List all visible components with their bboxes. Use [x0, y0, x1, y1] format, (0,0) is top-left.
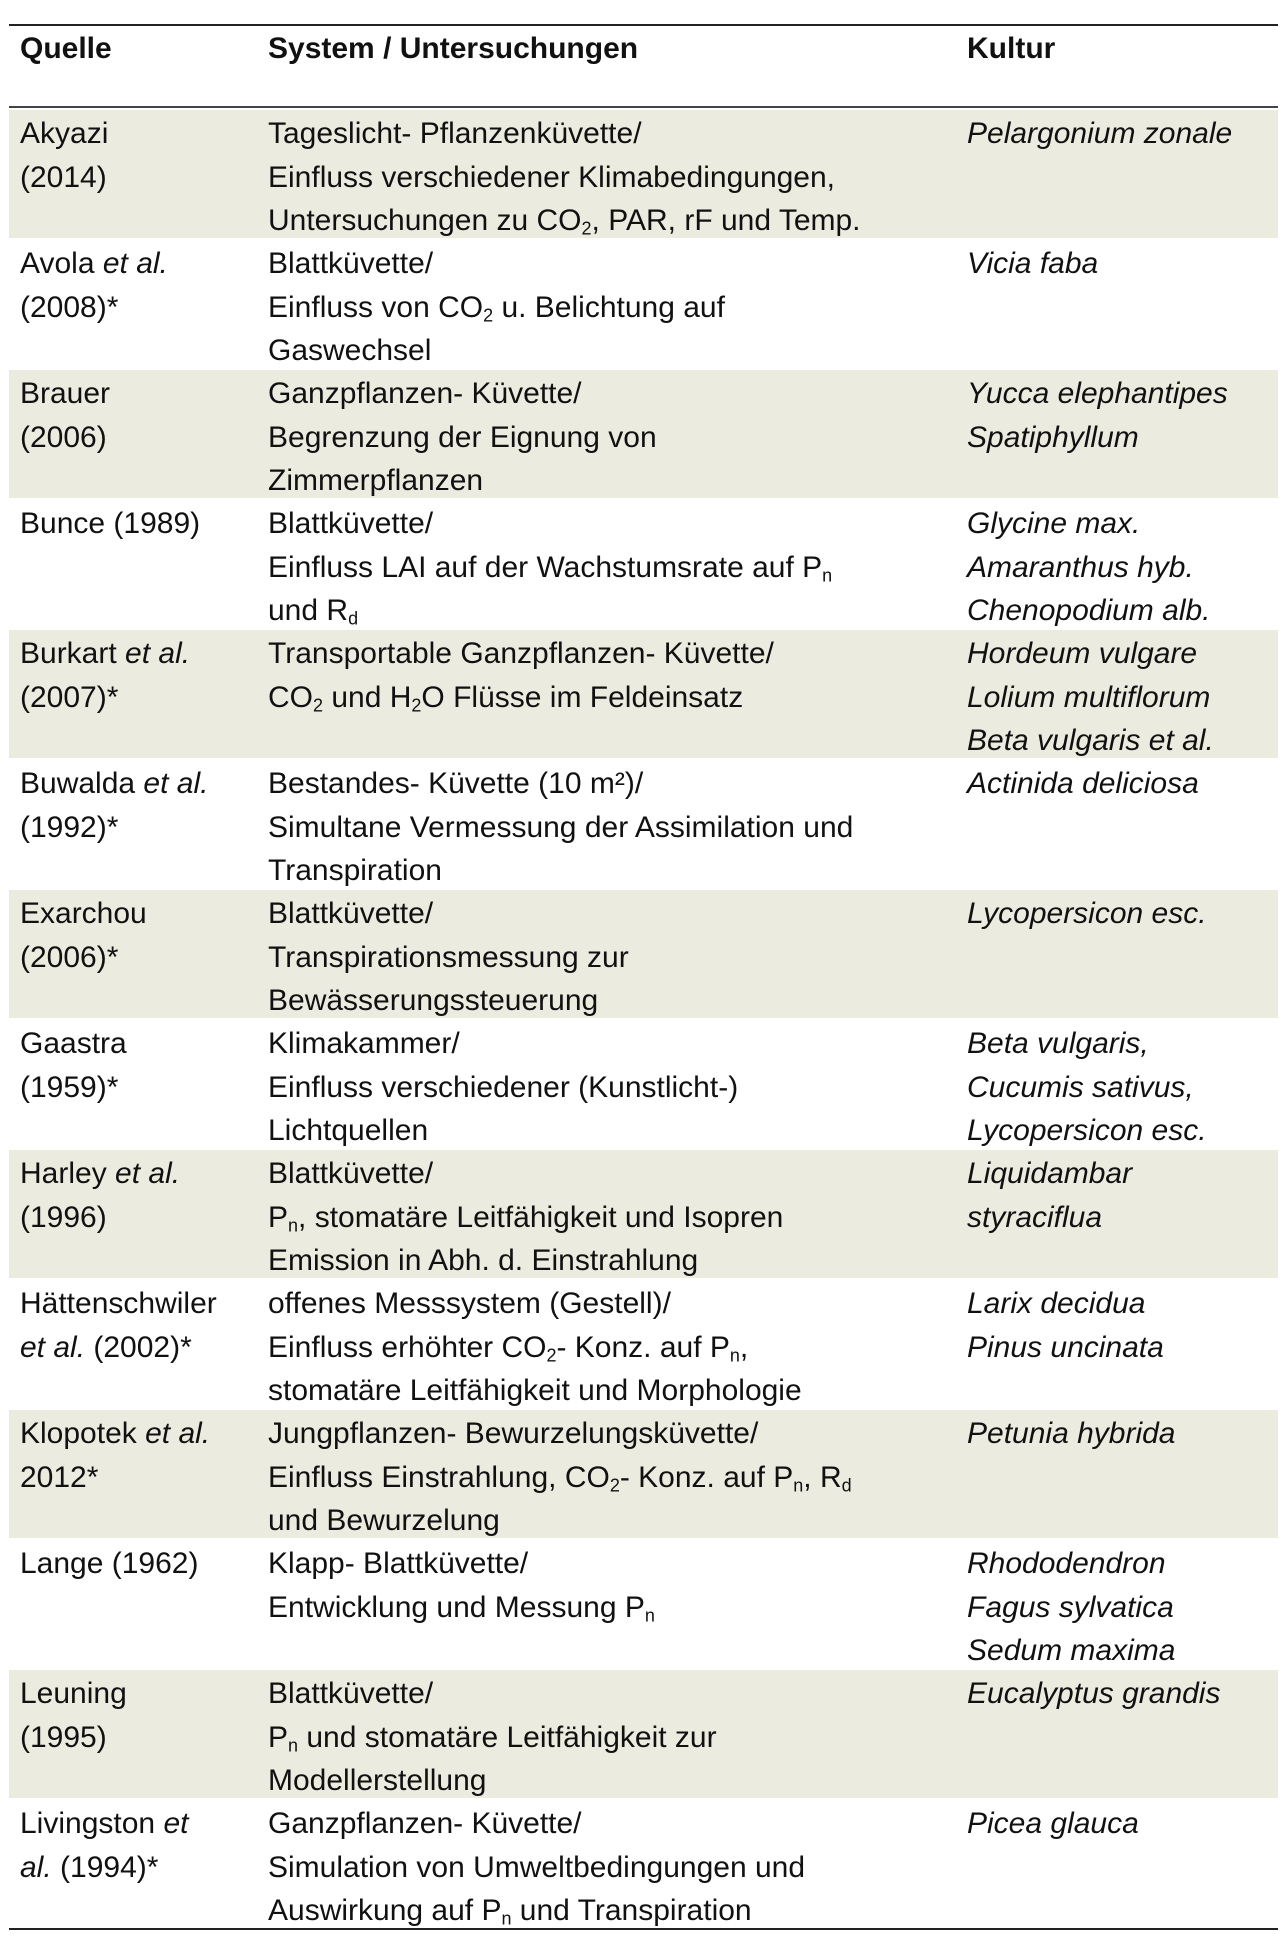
- table-row: Livingston et al. (1994)* Ganzpflanzen- …: [9, 1798, 1278, 1928]
- system-cell: Tageslicht- Pflanzenküvette/ Einfluss ve…: [268, 117, 861, 239]
- source-cell: Exarchou (2006)*: [20, 897, 147, 974]
- header-system: System / Untersuchungen: [268, 32, 639, 65]
- crop-cell: Lycopersicon esc.: [967, 897, 1207, 930]
- source-cell: Klopotek et al. 2012*: [20, 1417, 211, 1494]
- table-row: Avola et al. (2008)* Blattküvette/ Einfl…: [9, 238, 1278, 368]
- literature-table: Quelle System / Untersuchungen Kultur Ak…: [9, 24, 1278, 1930]
- table-row: Hättenschwiler et al. (2002)* offenes Me…: [9, 1278, 1278, 1408]
- system-cell: Ganzpflanzen- Küvette/ Begrenzung der Ei…: [268, 377, 657, 497]
- table-row: Harley et al. (1996) Blattküvette/ Pn, s…: [9, 1148, 1278, 1278]
- source-cell: Harley et al. (1996): [20, 1157, 181, 1234]
- table-bottom-rule: [9, 1928, 1278, 1930]
- table-top-rule: [9, 24, 1278, 26]
- table-row: Exarchou (2006)* Blattküvette/ Transpira…: [9, 888, 1278, 1018]
- table-row: Akyazi (2014) Tageslicht- Pflanzenküvett…: [9, 108, 1278, 238]
- header-crop: Kultur: [967, 32, 1056, 65]
- system-cell: Blattküvette/ Einfluss von CO2 u. Belich…: [268, 247, 725, 367]
- system-cell: Blattküvette/ Einfluss LAI auf der Wachs…: [268, 507, 833, 629]
- crop-cell: Yucca elephantipes Spatiphyllum: [967, 377, 1228, 454]
- source-cell: Bunce (1989): [20, 507, 201, 540]
- system-cell: Blattküvette/ Transpirationsmessung zur …: [268, 897, 629, 1017]
- table-row: Buwalda et al. (1992)* Bestandes- Küvett…: [9, 758, 1278, 888]
- crop-cell: Vicia faba: [967, 247, 1099, 280]
- crop-cell: Actinida deliciosa: [967, 767, 1199, 800]
- source-cell: Lange (1962): [20, 1547, 199, 1580]
- header-source: Quelle: [20, 32, 112, 65]
- table-row: Leuning (1995) Blattküvette/ Pn und stom…: [9, 1668, 1278, 1798]
- system-cell: Ganzpflanzen- Küvette/ Simulation von Um…: [268, 1807, 806, 1929]
- crop-cell: Liquidambar styraciflua: [967, 1157, 1133, 1234]
- table-row: Gaastra (1959)* Klimakammer/ Einfluss ve…: [9, 1018, 1278, 1148]
- system-cell: Jungpflanzen- Bewurzelungsküvette/ Einfl…: [268, 1417, 852, 1537]
- source-cell: Brauer (2006): [20, 377, 111, 454]
- source-cell: Akyazi (2014): [20, 117, 109, 194]
- system-cell: Klapp- Blattküvette/ Entwicklung und Mes…: [268, 1547, 655, 1625]
- crop-cell: Petunia hybrida: [967, 1417, 1176, 1450]
- crop-cell: Picea glauca: [967, 1807, 1139, 1840]
- source-cell: Gaastra (1959)*: [20, 1027, 127, 1104]
- table-row: Burkart et al. (2007)* Transportable Gan…: [9, 628, 1278, 758]
- table-row: Bunce (1989) Blattküvette/ Einfluss LAI …: [9, 498, 1278, 628]
- crop-cell: Larix decidua Pinus uncinata: [967, 1287, 1164, 1364]
- table-row: Klopotek et al. 2012* Jungpflanzen- Bewu…: [9, 1408, 1278, 1538]
- source-cell: Leuning (1995): [20, 1677, 127, 1754]
- source-cell: Avola et al. (2008)*: [20, 247, 168, 324]
- system-cell: Bestandes- Küvette (10 m²)/ Simultane Ve…: [268, 767, 854, 887]
- system-cell: Transportable Ganzpflanzen- Küvette/ CO2…: [268, 637, 774, 715]
- system-cell: Blattküvette/ Pn, stomatäre Leitfähigkei…: [268, 1157, 784, 1277]
- crop-cell: Beta vulgaris, Cucumis sativus, Lycopers…: [967, 1027, 1207, 1147]
- system-cell: offenes Messsystem (Gestell)/ Einfluss e…: [268, 1287, 802, 1407]
- crop-cell: Pelargonium zonale: [967, 117, 1233, 150]
- system-cell: Klimakammer/ Einfluss verschiedener (Kun…: [268, 1027, 739, 1147]
- source-cell: Hättenschwiler et al. (2002)*: [20, 1287, 217, 1364]
- table-row: Lange (1962) Klapp- Blattküvette/ Entwic…: [9, 1538, 1278, 1668]
- crop-cell: Rhododendron Fagus sylvatica Sedum maxim…: [967, 1547, 1176, 1667]
- crop-cell: Glycine max. Amaranthus hyb. Chenopodium…: [967, 507, 1211, 627]
- source-cell: Burkart et al. (2007)*: [20, 637, 191, 714]
- crop-cell: Hordeum vulgare Lolium multiflorum Beta …: [967, 637, 1214, 757]
- source-cell: Livingston et al. (1994)*: [20, 1807, 189, 1884]
- system-cell: Blattküvette/ Pn und stomatäre Leitfähig…: [268, 1677, 717, 1797]
- crop-cell: Eucalyptus grandis: [967, 1677, 1221, 1710]
- table-row: Brauer (2006) Ganzpflanzen- Küvette/ Beg…: [9, 368, 1278, 498]
- table-header: Quelle System / Untersuchungen Kultur: [9, 26, 1278, 108]
- source-cell: Buwalda et al. (1992)*: [20, 767, 209, 844]
